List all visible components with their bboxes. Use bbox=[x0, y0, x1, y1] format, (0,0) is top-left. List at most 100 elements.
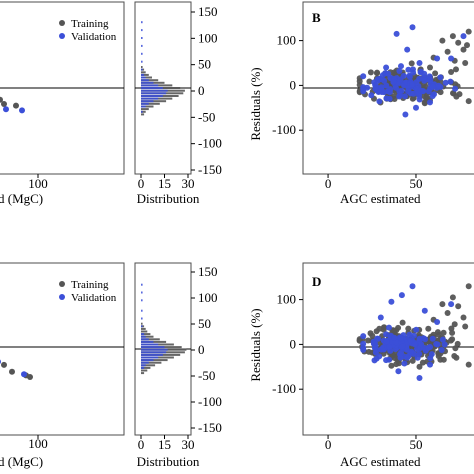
data-point-validation bbox=[392, 339, 399, 346]
data-point-training bbox=[455, 303, 462, 310]
data-point-validation bbox=[409, 81, 415, 88]
x-axis-label: d (MgC) bbox=[0, 191, 43, 206]
histogram-bar-validation bbox=[141, 291, 143, 294]
y-tick-label: 0 bbox=[198, 342, 205, 357]
data-point-training bbox=[465, 98, 472, 105]
x-tick-label: 15 bbox=[158, 176, 171, 191]
histogram-bar-training bbox=[141, 333, 151, 336]
data-point-training bbox=[0, 96, 3, 103]
data-point-validation bbox=[360, 73, 367, 80]
histogram-bar-validation bbox=[141, 52, 143, 55]
legend-marker-training bbox=[59, 281, 65, 287]
histogram-bar-training bbox=[141, 330, 148, 333]
data-point-validation bbox=[383, 331, 390, 338]
histogram-bar-validation bbox=[141, 102, 149, 105]
data-point-validation bbox=[421, 307, 428, 314]
y-axis-label: Residuals (%) bbox=[248, 308, 263, 381]
histogram-bar-validation bbox=[141, 351, 167, 354]
data-point-validation bbox=[393, 30, 400, 37]
x-axis-label: d (MgC) bbox=[0, 454, 43, 469]
data-point-training bbox=[444, 48, 451, 55]
data-point-training bbox=[365, 348, 372, 355]
panel-label: D bbox=[312, 274, 321, 289]
y-axis-ticks: 150 100 50 0 -50 -100 -150 bbox=[191, 264, 222, 435]
histogram-bar-validation bbox=[141, 29, 143, 32]
histogram-bar-validation bbox=[141, 366, 145, 369]
x-tick-label: 0 bbox=[138, 437, 145, 452]
data-point-validation bbox=[378, 84, 385, 91]
data-point-validation bbox=[385, 70, 392, 77]
data-point-validation bbox=[411, 341, 418, 348]
x-tick-label: 50 bbox=[409, 176, 422, 191]
histogram-bar-validation bbox=[141, 73, 145, 76]
data-point-validation bbox=[360, 333, 367, 340]
data-point-validation bbox=[372, 85, 379, 92]
histogram-bar-validation bbox=[141, 44, 143, 47]
data-point-validation bbox=[413, 104, 419, 111]
data-point-validation bbox=[386, 95, 393, 102]
histogram-bar-validation bbox=[141, 343, 159, 346]
data-point-training bbox=[439, 301, 446, 308]
data-point-training bbox=[449, 294, 456, 301]
data-point-validation bbox=[420, 88, 427, 95]
histogram-bar-validation bbox=[141, 84, 159, 87]
histogram-bar-validation bbox=[141, 92, 167, 95]
data-point-training bbox=[388, 362, 395, 369]
y-tick-label: -100 bbox=[272, 381, 296, 396]
data-point-validation bbox=[381, 77, 388, 84]
data-point-training bbox=[453, 354, 460, 361]
legend-marker-training bbox=[59, 20, 65, 26]
data-point-training bbox=[437, 89, 444, 96]
data-point-training bbox=[408, 60, 415, 67]
data-point-validation bbox=[397, 354, 404, 361]
data-point-validation bbox=[448, 55, 455, 62]
histogram-bar-validation bbox=[141, 353, 163, 356]
histogram-bar-validation bbox=[141, 359, 154, 362]
histogram-bar-training bbox=[141, 105, 154, 108]
scatter-points bbox=[0, 96, 25, 114]
data-point-validation bbox=[416, 350, 423, 357]
data-point-validation bbox=[416, 60, 423, 66]
histogram-bar-validation bbox=[141, 95, 163, 97]
data-point-validation bbox=[431, 91, 437, 98]
histogram-bar-validation bbox=[141, 283, 143, 286]
histogram-bar-training bbox=[141, 338, 160, 341]
data-point-validation bbox=[395, 368, 402, 375]
data-point-training bbox=[366, 78, 373, 85]
data-point-validation bbox=[360, 340, 367, 347]
data-point-training bbox=[465, 361, 472, 368]
histogram-bar-validation bbox=[141, 60, 143, 63]
y-tick-label: 100 bbox=[198, 290, 218, 305]
histogram-bar-validation bbox=[141, 68, 143, 71]
x-axis-label: AGC estimated bbox=[340, 191, 421, 206]
data-point-training bbox=[374, 70, 380, 77]
histogram-bar-validation bbox=[141, 356, 159, 359]
data-point-training bbox=[9, 368, 15, 375]
histogram-bar-training bbox=[141, 359, 168, 362]
data-point-training bbox=[427, 64, 433, 71]
data-point-validation bbox=[406, 331, 413, 338]
histogram-bar-validation bbox=[141, 364, 146, 367]
data-point-validation bbox=[21, 371, 27, 378]
scatter-points bbox=[0, 359, 33, 380]
data-point-validation bbox=[425, 88, 432, 95]
data-point-validation bbox=[435, 82, 442, 89]
histogram-bar-validation bbox=[141, 333, 145, 336]
data-point-training bbox=[444, 310, 451, 316]
panel-label: B bbox=[312, 10, 321, 25]
legend-label-training: Training bbox=[71, 18, 109, 30]
data-point-training bbox=[464, 42, 470, 49]
panel-hist-top: 150 100 50 0 -50 -100 -150 0 15 30 Distribution bbox=[134, 1, 222, 206]
histogram-bar-validation bbox=[141, 97, 159, 100]
data-point-training bbox=[380, 326, 387, 333]
data-point-training bbox=[405, 325, 412, 332]
data-point-validation bbox=[434, 319, 441, 325]
histogram-bar-training bbox=[141, 110, 146, 113]
panel-hist-bottom: 150 100 50 0 -50 -100 -150 0 15 30 Distribution bbox=[134, 262, 222, 469]
data-point-training bbox=[460, 46, 467, 53]
histogram-bar-training bbox=[141, 372, 145, 375]
histogram-bar-validation bbox=[141, 76, 146, 79]
data-point-training bbox=[432, 70, 439, 77]
histogram-bar-validation bbox=[141, 340, 154, 343]
y-tick-label: 0 bbox=[198, 83, 205, 98]
